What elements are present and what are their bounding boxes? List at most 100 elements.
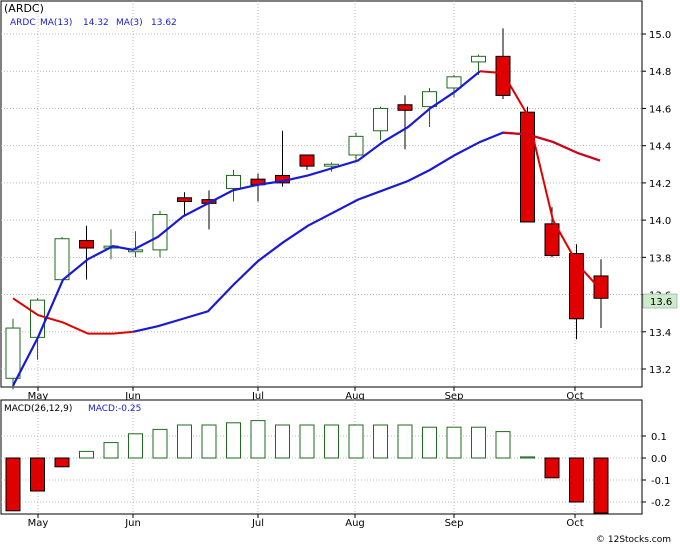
macd-x-axis: May Jun Jul Aug Sep Oct: [28, 514, 584, 529]
macd-bar-positive: [422, 426, 437, 459]
legend-ma3-value: 13.62: [151, 18, 177, 28]
macd-bar-positive: [373, 424, 388, 459]
price-y-tick-label: 14.4: [649, 142, 671, 153]
macd-bar-positive: [152, 428, 168, 459]
candle-body-up: [152, 214, 168, 251]
macd-bar-positive: [495, 431, 511, 459]
watermark: © 12Stocks.com: [596, 535, 671, 545]
price-x-axis: May Jun Jul Aug Sep Oct: [28, 387, 584, 402]
price-x-tick-label: Aug: [345, 391, 365, 402]
candle-body-down: [593, 275, 609, 299]
candle-body-down: [177, 197, 192, 202]
candle: [324, 162, 339, 172]
candle: [348, 132, 364, 163]
candle-body-up: [373, 107, 388, 132]
price-y-axis: 15.0 14.8 14.6 14.4 14.2 14.0 13.8 13.6 13.4 13.2: [642, 30, 671, 376]
candle: [569, 244, 584, 340]
candle-body-down: [520, 111, 535, 223]
price-x-tick-label: Jun: [124, 391, 141, 402]
candle: [299, 154, 315, 170]
macd-y-axis: 0.1 0.0 -0.1 -0.2: [642, 432, 671, 509]
price-y-tick-label: 14.8: [649, 67, 671, 78]
macd-bar-positive: [177, 424, 192, 459]
macd-bar-positive: [397, 424, 413, 459]
macd-bar-negative: [30, 457, 45, 492]
macd-bar-positive: [299, 424, 315, 459]
price-lines: [12, 70, 601, 387]
candle: [373, 106, 388, 141]
macd-y-tick-label: -0.2: [651, 498, 671, 509]
macd-bar-negative: [544, 457, 560, 479]
candle-body-down: [544, 223, 560, 256]
last-price-label: 13.6: [650, 297, 672, 308]
legend-ma13-label: MA(13): [40, 18, 72, 28]
last-price-badge: [642, 293, 678, 309]
price-y-tick-label: 15.0: [649, 30, 671, 41]
macd-y-tick-label: 0.0: [651, 454, 667, 465]
macd-x-tick-label: May: [28, 518, 49, 529]
candle: [593, 259, 609, 329]
macd-bar-positive: [471, 426, 486, 459]
ma3-short-line: [12, 70, 481, 387]
macd-bar-positive: [250, 420, 266, 459]
macd-bar-positive: [324, 424, 339, 459]
macd-x-tick-label: Oct: [566, 518, 583, 529]
macd-plot-area: [0, 399, 643, 515]
price-y-tick-label: 14.0: [649, 216, 671, 227]
price-y-tick-label: 13.2: [649, 365, 671, 376]
candle: [54, 236, 70, 281]
legend-ma3-label: MA(3): [116, 18, 143, 28]
price-panel: 15.0 14.8 14.6 14.4 14.2 14.0 13.8 13.6 13.4 13.2…: [0, 0, 678, 402]
legend-ma13-value: 14.32: [83, 18, 109, 28]
candle-body-up: [324, 163, 339, 167]
macd-x-tick-label: Sep: [445, 518, 464, 529]
candle: [128, 231, 143, 258]
macd-bar-positive: [201, 424, 217, 459]
candle: [495, 28, 511, 100]
macd-bar-negative: [5, 457, 21, 512]
candle: [177, 192, 192, 217]
macd-bar-positive: [226, 422, 241, 459]
candle-body-up: [128, 249, 143, 253]
candle-body-down: [495, 55, 511, 96]
price-x-tick-label: Sep: [445, 391, 464, 402]
macd-bar-negative: [569, 457, 584, 503]
macd-bar-positive: [348, 424, 364, 459]
candle: [5, 318, 21, 390]
macd-bar-positive: [128, 433, 143, 459]
price-y-tick-label: 14.2: [649, 179, 671, 190]
candle: [520, 106, 535, 223]
macd-panel: 0.1 0.0 -0.1 -0.2 May Jun Jul Aug Sep Oct MACD(2…: [0, 399, 671, 529]
price-plot-area: [0, 0, 643, 388]
macd-bar-positive: [275, 424, 290, 459]
candle: [226, 169, 241, 202]
candle-body-up: [471, 55, 486, 63]
macd-x-tick-label: Jul: [251, 518, 264, 529]
macd-bar-positive: [79, 450, 94, 459]
ma3-line-start: [12, 297, 134, 335]
price-y-tick-label: 13.8: [649, 253, 671, 264]
price-x-tick-label: May: [28, 391, 49, 402]
legend-ticker: ARDC: [10, 18, 36, 28]
candle: [79, 225, 94, 280]
macd-x-tick-label: Jun: [124, 518, 141, 529]
macd-bar-positive: [520, 456, 535, 459]
price-candles: [5, 28, 609, 390]
macd-bars: [5, 420, 609, 514]
candle-body-down: [79, 240, 94, 249]
candle-body-down: [397, 104, 413, 111]
ma3-line-end: [479, 70, 601, 290]
macd-x-tick-label: Aug: [345, 518, 365, 529]
candle: [397, 95, 413, 150]
candle-body-down: [569, 253, 584, 320]
candle-body-up: [446, 76, 462, 89]
macd-y-tick-label: 0.1: [651, 432, 667, 443]
macd-title: MACD(26,12,9): [4, 404, 72, 414]
macd-bar-negative: [593, 457, 609, 514]
macd-y-tick-label: -0.1: [651, 476, 671, 487]
candle-body-up: [348, 135, 364, 156]
price-x-tick-label: Oct: [566, 391, 583, 402]
candle-body-up: [5, 327, 21, 379]
price-x-tick-label: Jul: [251, 391, 264, 402]
